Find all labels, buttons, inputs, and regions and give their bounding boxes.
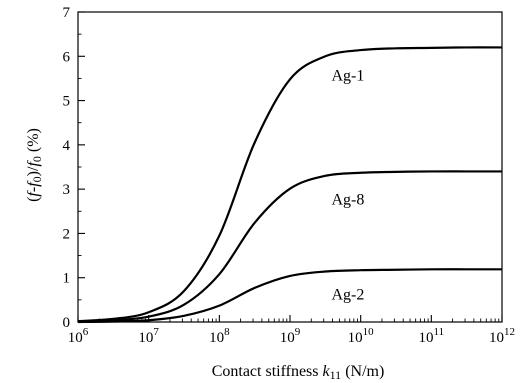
- x-tick-label: 108: [209, 326, 230, 346]
- x-tick-label: 1012: [489, 326, 515, 346]
- y-tick-label: 7: [63, 5, 71, 21]
- x-tick-label: 1011: [419, 326, 445, 346]
- x-tick-label: 1010: [348, 326, 375, 346]
- y-tick-label: 2: [63, 226, 71, 242]
- series-label-ag-1: Ag-1: [332, 67, 365, 84]
- x-tick-label: 106: [68, 326, 89, 346]
- tick-labels: 106 107 108 109 1010 1011 1012 0 1 2 3 4 5 6 7: [63, 5, 516, 346]
- curves-layer: [77, 46, 503, 324]
- y-axis-title: (f-f0)/f0 (%): [25, 128, 44, 202]
- y-tick-label: 6: [63, 49, 71, 65]
- y-tick-label: 3: [63, 182, 71, 198]
- x-tick-label: 107: [138, 326, 159, 346]
- series-label-ag-2: Ag-2: [332, 286, 365, 303]
- y-tick-label: 1: [63, 271, 71, 287]
- plot-frame: [77, 11, 503, 323]
- x-tick-label: 109: [280, 326, 301, 346]
- y-tick-label: 0: [63, 315, 71, 331]
- series-label-ag-8: Ag-8: [332, 191, 365, 208]
- x-axis-title: Contact stiffness k11 (N/m): [212, 363, 385, 382]
- series-labels: Ag-1 Ag-8 Ag-2: [332, 67, 365, 303]
- y-tick-label: 5: [63, 94, 71, 110]
- series-line-ag-8: [77, 170, 502, 323]
- y-tick-label: 4: [63, 138, 71, 154]
- series-line-ag-1: [77, 46, 503, 323]
